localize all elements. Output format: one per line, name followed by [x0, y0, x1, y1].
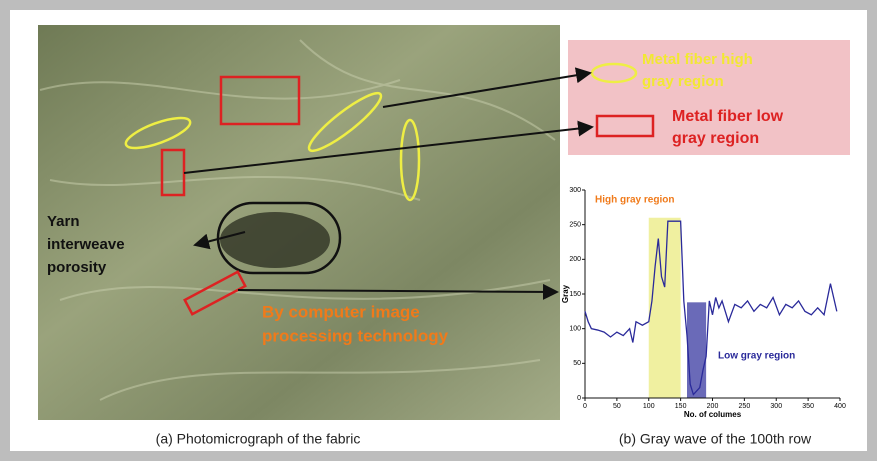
y-tick-label: 150	[569, 291, 581, 298]
y-tick-label: 0	[577, 395, 581, 402]
label: Metal fiber low	[672, 108, 784, 125]
x-axis-label: No. of columes	[684, 410, 742, 419]
label: gray region	[672, 130, 759, 147]
x-tick-label: 250	[739, 403, 751, 410]
caption: (b) Gray wave of the 100th row	[619, 431, 812, 447]
figure: Yarn interweave porosity By computer ima…	[0, 0, 877, 461]
x-tick-label: 0	[583, 403, 587, 410]
label: Metal fiber high	[642, 51, 753, 68]
x-tick-label: 300	[770, 403, 782, 410]
y-tick-label: 100	[569, 326, 581, 333]
x-tick-label: 400	[834, 403, 846, 410]
caption: (a) Photomicrograph of the fabric	[156, 431, 361, 447]
annotation: High gray region	[595, 195, 674, 206]
label: By computer image	[262, 302, 420, 321]
y-tick-label: 200	[569, 256, 581, 263]
x-tick-label: 100	[643, 403, 655, 410]
y-tick-label: 300	[569, 187, 581, 194]
region-band	[649, 218, 681, 398]
x-tick-label: 200	[707, 403, 719, 410]
y-tick-label: 50	[573, 360, 581, 367]
x-tick-label: 150	[675, 403, 687, 410]
y-tick-label: 250	[569, 222, 581, 229]
y-axis-label: Gray	[561, 284, 570, 303]
x-tick-label: 350	[802, 403, 814, 410]
label: interweave	[47, 236, 125, 253]
label: processing technology	[262, 326, 449, 345]
annotation: Low gray region	[718, 351, 795, 362]
x-tick-label: 50	[613, 403, 621, 410]
label: gray region	[642, 73, 724, 90]
label: porosity	[47, 259, 107, 276]
pore	[220, 212, 330, 268]
label: Yarn	[47, 213, 80, 230]
